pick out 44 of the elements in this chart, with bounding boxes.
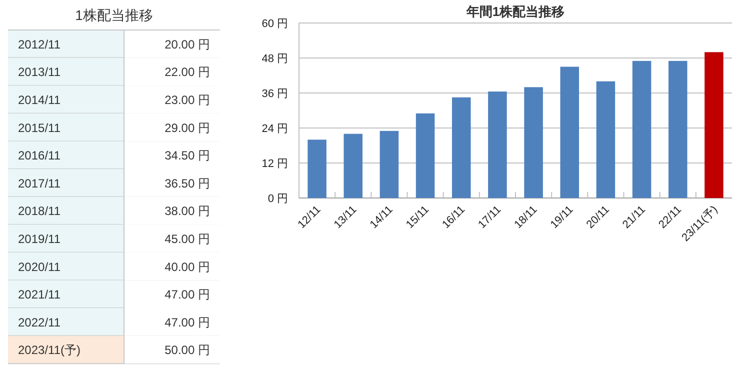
bar bbox=[452, 97, 471, 198]
data-label: 47.00 円 bbox=[164, 315, 210, 330]
y-tick-label: 2012/11 bbox=[18, 37, 61, 52]
data-label: 47.00 円 bbox=[164, 288, 210, 302]
y-tick-label: 2017/11 bbox=[18, 176, 61, 190]
bar bbox=[668, 60, 688, 198]
data-label: 40.00 円 bbox=[164, 260, 210, 274]
bar bbox=[560, 66, 580, 198]
bar bbox=[308, 140, 326, 198]
bar bbox=[704, 52, 724, 198]
bar bbox=[344, 134, 363, 198]
y-tick-label: 48 円 bbox=[262, 53, 288, 65]
y-tick-label: 2015/11 bbox=[18, 120, 61, 135]
y-tick-label: 2014/11 bbox=[18, 93, 61, 107]
y-tick-label: 2022/11 bbox=[18, 315, 61, 330]
y-tick-label: 2018/11 bbox=[18, 204, 61, 218]
data-label: 36.50 円 bbox=[164, 176, 210, 190]
y-tick-label: 2013/11 bbox=[18, 65, 61, 80]
y-tick-label: 0 円 bbox=[268, 193, 288, 205]
data-label: 38.00 円 bbox=[164, 204, 210, 218]
y-tick-label: 2019/11 bbox=[18, 232, 61, 246]
bar bbox=[596, 81, 616, 198]
data-label: 29.00 円 bbox=[164, 120, 210, 135]
y-tick-label: 2020/11 bbox=[18, 260, 61, 274]
bar bbox=[524, 87, 543, 198]
chart-title: 1株配当推移 bbox=[75, 7, 153, 23]
bar bbox=[416, 113, 435, 198]
bar bbox=[632, 60, 652, 198]
y-tick-label: 12 円 bbox=[262, 158, 288, 170]
y-tick-label: 36 円 bbox=[262, 88, 288, 100]
y-tick-label: 2016/11 bbox=[18, 148, 61, 163]
bar bbox=[488, 92, 507, 198]
data-label: 50.00 円 bbox=[164, 343, 210, 358]
y-tick-label: 60 円 bbox=[262, 18, 288, 30]
data-label: 20.00 円 bbox=[164, 37, 210, 52]
data-label: 22.00 円 bbox=[164, 65, 210, 80]
data-label: 45.00 円 bbox=[164, 232, 210, 246]
bar bbox=[380, 130, 399, 198]
data-label: 23.00 円 bbox=[164, 93, 210, 107]
chart-title: 年間1株配当推移 bbox=[465, 4, 565, 19]
y-tick-label: 2021/11 bbox=[18, 288, 61, 302]
data-label: 34.50 円 bbox=[164, 148, 210, 163]
y-tick-label: 2023/11(予) bbox=[18, 343, 80, 358]
y-tick-label: 24 円 bbox=[262, 123, 288, 135]
